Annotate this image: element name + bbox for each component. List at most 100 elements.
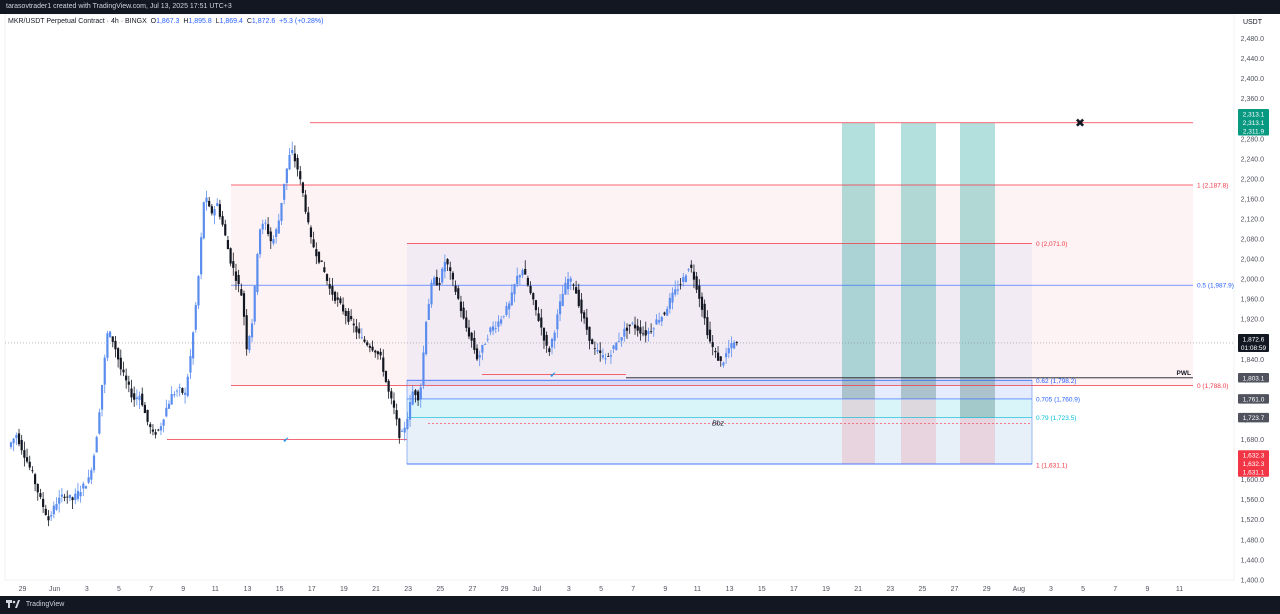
candle-body bbox=[344, 310, 347, 316]
x-tick-label: 3 bbox=[1049, 586, 1053, 593]
candle-body bbox=[376, 351, 380, 355]
candle-body bbox=[475, 348, 479, 360]
price-badge-text: 1,803.1 bbox=[1243, 375, 1265, 382]
candle-body bbox=[307, 212, 310, 223]
candle-body bbox=[676, 289, 679, 291]
candle-body bbox=[553, 332, 556, 341]
candle-body bbox=[663, 312, 666, 315]
candle-body bbox=[577, 289, 580, 307]
candle-body bbox=[181, 388, 184, 393]
candle-body bbox=[457, 288, 460, 299]
candle-body bbox=[159, 426, 163, 431]
candle-body bbox=[550, 338, 554, 348]
candle-body bbox=[639, 327, 642, 334]
fib-label-1-upper: 1 (2,187.8) bbox=[1197, 182, 1228, 189]
candle-body bbox=[23, 450, 26, 458]
candle-body bbox=[497, 321, 500, 327]
candle-body bbox=[631, 322, 634, 324]
credit-bar: tarasovtrader1 created with TradingView.… bbox=[0, 0, 1280, 14]
candle-body bbox=[299, 171, 302, 180]
candle-body bbox=[679, 284, 682, 286]
candle-body bbox=[406, 418, 409, 429]
x-tick-label: 19 bbox=[340, 586, 348, 593]
candle-body bbox=[620, 337, 623, 341]
candle-body bbox=[564, 282, 567, 295]
close-value: 1,872.6 bbox=[251, 18, 276, 25]
candle-body bbox=[596, 349, 599, 352]
candle-body bbox=[205, 197, 208, 203]
candle-body bbox=[84, 486, 88, 489]
fib-label-079: 0.79 (1,723.5) bbox=[1036, 415, 1076, 422]
checkmark-icon: ✔ bbox=[550, 370, 557, 379]
candle-body bbox=[384, 371, 388, 382]
candle-body bbox=[288, 154, 291, 170]
x-tick-label: 25 bbox=[436, 586, 444, 593]
candle-body bbox=[703, 303, 706, 319]
open-value: 1,867.3 bbox=[156, 18, 180, 25]
x-tick-label: 21 bbox=[854, 586, 862, 593]
candle-body bbox=[366, 342, 369, 346]
candle-body bbox=[481, 344, 484, 353]
candle-body bbox=[17, 433, 21, 445]
candle-body bbox=[526, 278, 530, 286]
candle-body bbox=[604, 358, 607, 360]
candle-body bbox=[210, 206, 213, 214]
candle-body bbox=[82, 483, 85, 489]
y-tick-label: 2,240.0 bbox=[1241, 156, 1264, 163]
candle-body bbox=[202, 202, 205, 239]
candle-body bbox=[636, 325, 639, 331]
x-tick-label: 5 bbox=[599, 586, 603, 593]
pwl-label: PWL bbox=[1177, 370, 1191, 377]
candle-body bbox=[178, 387, 181, 388]
candle-body bbox=[157, 429, 160, 431]
candle-body bbox=[532, 293, 535, 300]
x-tick-label: 21 bbox=[372, 586, 380, 593]
price-badge-text: 2,311.9 bbox=[1243, 128, 1265, 135]
candle-body bbox=[232, 261, 235, 268]
x-tick-label: 23 bbox=[886, 586, 894, 593]
candle-body bbox=[682, 277, 685, 282]
candle-body bbox=[285, 168, 288, 184]
candle-body bbox=[371, 346, 374, 351]
candle-body bbox=[76, 490, 80, 499]
currency-label: USDT bbox=[1243, 19, 1263, 26]
high-value: 1,895.8 bbox=[188, 18, 212, 25]
candle-body bbox=[92, 455, 96, 471]
candle-body bbox=[98, 412, 101, 434]
x-tick-label: 11 bbox=[1176, 586, 1183, 593]
price-badge bbox=[1238, 450, 1269, 477]
low-label: L bbox=[215, 18, 220, 25]
x-tick-label: 11 bbox=[212, 586, 219, 593]
fib-label-0705: 0.705 (1,760.9) bbox=[1036, 396, 1080, 403]
candle-body bbox=[733, 342, 736, 349]
candle-body bbox=[516, 275, 519, 285]
candle-body bbox=[387, 380, 390, 392]
candle-body bbox=[167, 403, 171, 409]
candle-body bbox=[542, 328, 546, 341]
x-tick-label: 27 bbox=[951, 586, 959, 593]
candle-body bbox=[277, 220, 280, 234]
price-badge-text: 2,313.1 bbox=[1243, 111, 1265, 118]
candle-body bbox=[588, 326, 591, 341]
symbol-name[interactable]: MKR/USDT Perpetual Contract · 4h · BINGX bbox=[8, 18, 147, 25]
price-chart[interactable]: USDT2,480.02,440.02,400.02,360.02,320.02… bbox=[0, 14, 1280, 596]
candle-body bbox=[529, 285, 532, 294]
candle-body bbox=[269, 231, 272, 242]
candle-body bbox=[615, 342, 618, 351]
candle-body bbox=[71, 497, 74, 501]
candle-body bbox=[652, 328, 655, 330]
y-tick-label: 1,520.0 bbox=[1241, 517, 1264, 524]
candle-body bbox=[192, 332, 195, 359]
x-tick-label: 3 bbox=[567, 586, 571, 593]
price-badge-text: 1,632.3 bbox=[1243, 461, 1265, 468]
x-tick-label: Aug bbox=[1013, 586, 1026, 593]
candle-body bbox=[438, 283, 441, 285]
candle-body bbox=[79, 492, 82, 497]
price-badge bbox=[1238, 108, 1269, 136]
candle-body bbox=[119, 357, 122, 370]
candle-body bbox=[267, 224, 270, 235]
drawings: 1 (2,187.8) 0 (2,071.0) 0.5 (1,987.9) 0 (1,… bbox=[5, 116, 1234, 470]
fib-zone-079 bbox=[407, 417, 1032, 465]
candle-body bbox=[617, 341, 621, 342]
candle-body bbox=[312, 239, 315, 248]
